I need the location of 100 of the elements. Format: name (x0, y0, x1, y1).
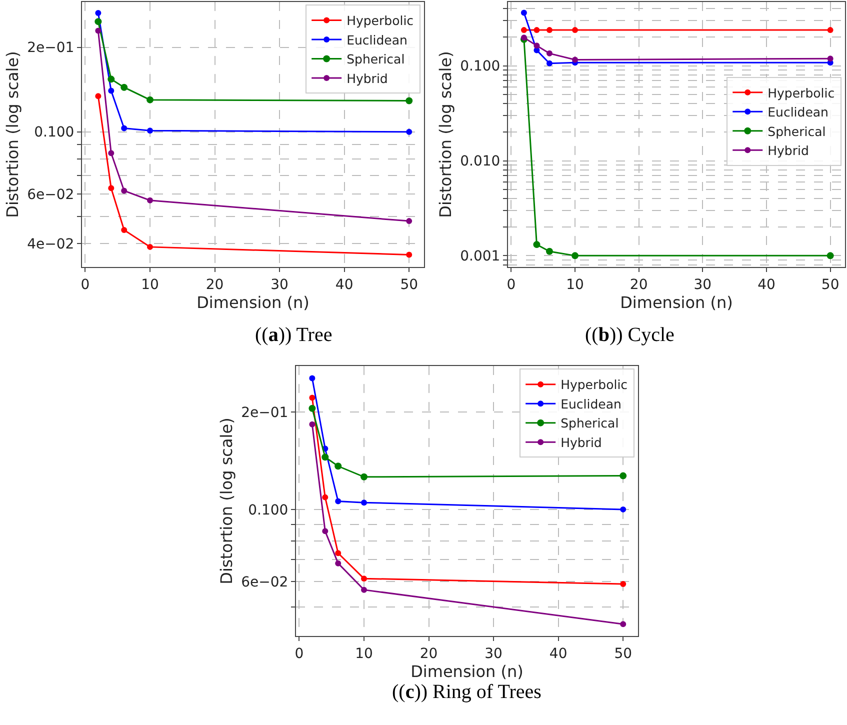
x-tick-label: 50 (614, 646, 632, 662)
legend-label: Hyperbolic (560, 377, 628, 392)
point (95, 10, 102, 16)
point (546, 50, 552, 56)
x-tick-label: 30 (270, 276, 288, 293)
x-tick-label: 10 (141, 276, 159, 293)
point (406, 218, 412, 224)
legend-label: Spherical (560, 416, 619, 431)
text: ((a)) Tree (255, 324, 332, 346)
x-tick-label: 50 (821, 276, 840, 293)
point (108, 185, 114, 192)
x-tick-label: 10 (355, 646, 373, 662)
x-tick-label: 30 (694, 276, 712, 293)
x-tick-label: 0 (80, 276, 90, 293)
y-tick-label: 0.001 (460, 248, 500, 265)
point (406, 128, 412, 135)
point (546, 27, 552, 34)
point (121, 125, 128, 132)
x-tick-label: 20 (206, 276, 224, 293)
point (121, 188, 128, 194)
point (620, 580, 626, 587)
legend-label: Hyperbolic (768, 85, 835, 100)
point (309, 394, 316, 401)
x-tick-label: 10 (566, 276, 584, 293)
point (533, 241, 540, 248)
point (308, 404, 316, 412)
point (520, 10, 527, 16)
point (572, 252, 579, 260)
x-axis-title: Dimension (n) (196, 292, 310, 312)
legend-label: Hyperbolic (346, 13, 414, 28)
x-tick-label: 50 (400, 276, 418, 293)
point (520, 27, 527, 34)
x-tick-label: 20 (630, 276, 648, 293)
x-tick-label: 0 (294, 646, 304, 662)
point (335, 498, 342, 504)
x-tick-label: 40 (758, 276, 776, 293)
point (322, 454, 329, 461)
point (120, 84, 128, 91)
point (361, 576, 368, 582)
y-axis-title: Distortion (log scale) (217, 418, 236, 584)
point (309, 421, 316, 428)
point (361, 586, 368, 593)
x-axis-title: Dimension (n) (410, 662, 524, 681)
point (826, 252, 834, 260)
point (572, 27, 578, 34)
point (309, 375, 316, 382)
point (108, 88, 114, 94)
point (360, 473, 368, 480)
x-axis-title: Dimension (n) (620, 292, 733, 312)
point (534, 42, 540, 49)
point (546, 60, 552, 66)
point (146, 96, 154, 104)
x-tick-label: 20 (420, 646, 438, 662)
point (335, 550, 342, 556)
y-tick-label: 2e−01 (241, 404, 288, 421)
point (406, 252, 412, 258)
point (121, 227, 128, 233)
legend-label: Hybrid (768, 143, 809, 158)
legend-label: Spherical (768, 124, 826, 139)
point (334, 462, 342, 470)
point (572, 56, 578, 63)
y-tick-label: 6e−02 (241, 574, 288, 590)
point (335, 560, 342, 566)
x-tick-label: 0 (506, 276, 516, 293)
point (827, 56, 834, 62)
point (620, 506, 626, 512)
point (620, 621, 626, 628)
legend-label: Euclidean (768, 104, 828, 120)
y-tick-label: 4e−02 (27, 236, 74, 252)
y-tick-label: 0.100 (34, 124, 74, 141)
point (147, 244, 154, 250)
point (147, 197, 154, 204)
text: ((b)) Cycle (585, 324, 675, 346)
point (95, 93, 102, 100)
point (827, 27, 834, 34)
point (361, 500, 368, 506)
legend-label: Hybrid (346, 70, 388, 86)
x-tick-label: 30 (484, 646, 502, 662)
y-tick-label: 2e−01 (27, 40, 74, 56)
legend-label: Spherical (346, 52, 405, 67)
point (534, 27, 540, 34)
y-tick-label: 0.100 (460, 58, 500, 75)
point (620, 472, 627, 480)
point (322, 494, 328, 500)
y-axis-title: Distortion (log scale) (3, 51, 22, 218)
legend-label: Hybrid (560, 434, 602, 450)
point (147, 128, 154, 134)
legend-label: Euclidean (346, 32, 408, 48)
y-tick-label: 0.100 (248, 502, 288, 518)
y-axis-title: Distortion (log scale) (436, 51, 456, 218)
text: ((c)) Ring of Trees (392, 681, 542, 703)
point (108, 150, 114, 156)
point (322, 528, 328, 534)
x-tick-label: 40 (549, 646, 568, 662)
y-tick-label: 0.010 (460, 154, 500, 170)
point (94, 18, 102, 26)
x-tick-label: 40 (335, 276, 354, 293)
point (546, 248, 553, 255)
legend-label: Euclidean (560, 396, 622, 412)
point (95, 28, 102, 34)
